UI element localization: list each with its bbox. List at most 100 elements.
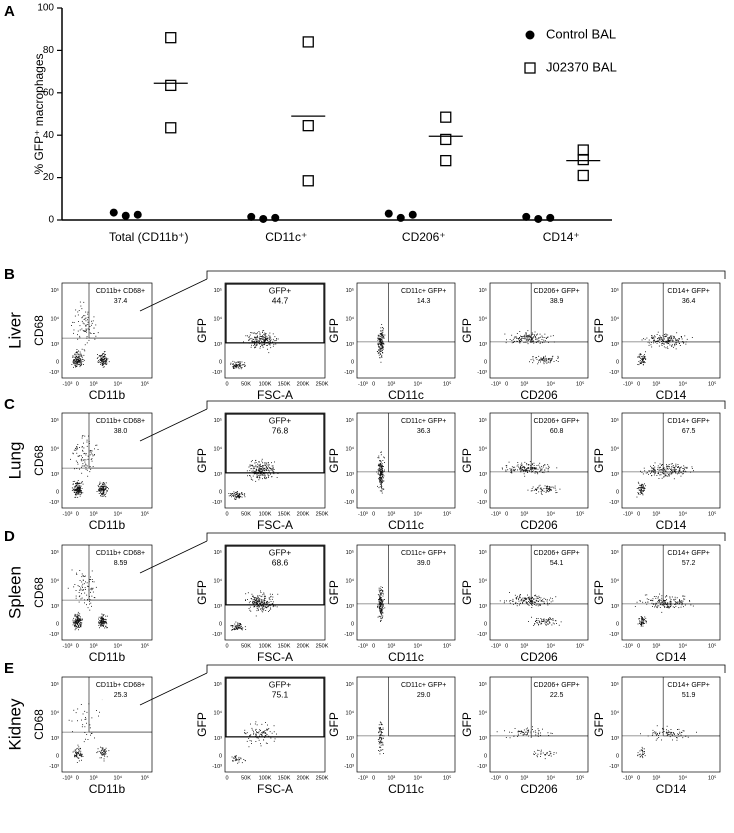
event-dot [78, 622, 79, 624]
gate-name: CD14+ GFP+ [667, 682, 709, 689]
event-dot [505, 469, 507, 471]
event-dot [82, 449, 83, 451]
event-dot [80, 364, 82, 366]
event-dot [77, 362, 79, 364]
event-dot [263, 338, 265, 340]
event-dot [272, 468, 274, 470]
y-tick-label: 10⁴ [214, 446, 223, 453]
event-dot [100, 619, 102, 621]
event-dot [264, 473, 266, 475]
event-dot [524, 598, 526, 600]
event-dot [76, 468, 78, 469]
event-dot [525, 469, 527, 471]
event-dot [79, 483, 80, 485]
event-dot [550, 732, 552, 734]
y-axis-label: CD68 [32, 445, 46, 476]
event-dot [268, 475, 270, 476]
event-dot [73, 617, 75, 619]
event-dot [256, 336, 258, 338]
event-dot [256, 602, 257, 604]
gate-name: CD11c+ GFP+ [401, 550, 446, 557]
event-dot [249, 735, 251, 737]
event-dot [76, 622, 77, 624]
event-dot [534, 754, 535, 755]
event-dot [97, 357, 99, 358]
event-dot [378, 595, 380, 597]
panel-label: A [4, 3, 15, 20]
event-dot [252, 479, 254, 481]
event-dot [101, 493, 103, 495]
event-dot [379, 349, 381, 351]
event-dot [382, 595, 384, 597]
y-tick-label: 10⁵ [346, 549, 354, 556]
event-dot [656, 734, 658, 735]
gate-label-bg [256, 548, 304, 569]
control-point [109, 208, 118, 217]
event-dot [261, 610, 263, 612]
event-dot [674, 467, 676, 469]
event-dot [73, 586, 75, 588]
event-dot [252, 602, 253, 604]
event-dot [555, 492, 557, 494]
event-dot [524, 338, 525, 340]
event-dot [382, 466, 384, 468]
x-tick-label: 0 [505, 643, 508, 649]
event-dot [102, 618, 104, 619]
y-tick-label: 0 [48, 215, 54, 226]
event-dot [538, 491, 540, 493]
event-dot [260, 338, 262, 340]
event-dot [84, 465, 86, 467]
event-dot [642, 601, 644, 603]
event-dot [526, 464, 528, 466]
event-dot [637, 752, 639, 754]
event-dot [533, 462, 535, 464]
event-dot [661, 739, 662, 741]
event-dot [641, 356, 643, 358]
event-dot [253, 466, 255, 468]
event-dot [88, 443, 90, 444]
x-tick-label: 10⁵ [141, 380, 149, 387]
event-dot [513, 337, 515, 339]
event-dot [83, 741, 85, 743]
event-dot [538, 359, 540, 361]
event-dot [79, 351, 81, 353]
event-dot [382, 347, 384, 349]
event-dot [383, 336, 385, 337]
event-dot [85, 317, 87, 319]
event-dot [100, 623, 102, 625]
event-dot [665, 333, 667, 335]
event-dot [259, 601, 261, 602]
event-dot [535, 598, 537, 600]
event-dot [261, 734, 263, 736]
x-tick-label: 0 [225, 381, 228, 387]
y-axis-label: GFP [327, 580, 341, 605]
j02370-point [440, 154, 452, 167]
event-dot [679, 599, 680, 601]
gate-value: 39.0 [417, 560, 431, 567]
y-axis-label: GFP [460, 448, 474, 473]
event-dot [257, 476, 258, 478]
event-dot [73, 490, 75, 492]
event-dot [106, 359, 107, 361]
event-dot [531, 607, 533, 608]
y-tick-label: -10³ [477, 632, 487, 638]
event-dot [539, 462, 541, 464]
event-dot [75, 621, 76, 622]
event-dot [535, 488, 537, 490]
event-dot [557, 361, 559, 362]
event-dot [514, 336, 516, 338]
x-tick-label: -10³ [358, 381, 368, 387]
event-dot [679, 600, 681, 602]
event-dot [650, 600, 651, 601]
event-dot [244, 496, 246, 498]
event-dot [106, 621, 107, 623]
event-dot [673, 599, 675, 601]
event-dot [541, 490, 543, 492]
event-dot [271, 462, 272, 464]
event-dot [680, 734, 682, 736]
event-dot [642, 494, 644, 496]
event-dot [539, 343, 541, 344]
event-dot [104, 753, 106, 755]
event-dot [271, 468, 273, 470]
